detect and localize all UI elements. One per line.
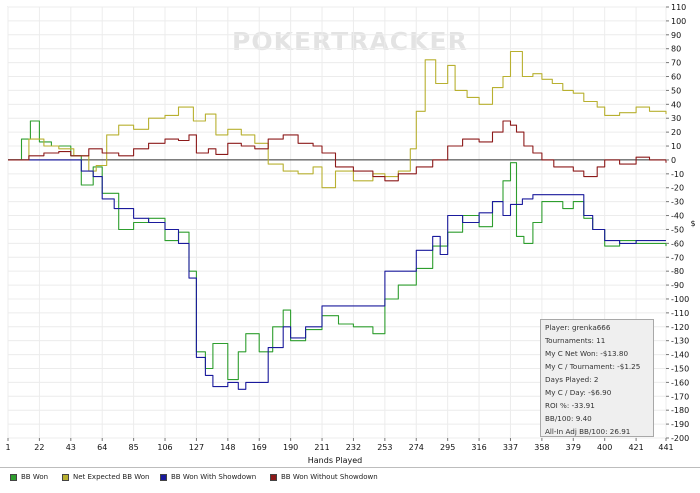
y-tick-label: -100 — [671, 295, 689, 304]
legend-swatch-with-showdown — [160, 473, 167, 481]
y-tick-label: 80 — [671, 45, 681, 54]
x-tick-label: 232 — [346, 443, 361, 452]
legend-swatch-net-expected — [62, 473, 69, 481]
y-tick-label: -90 — [671, 281, 684, 290]
y-tick-label: -60 — [671, 239, 684, 248]
y-tick-label: -20 — [671, 184, 684, 193]
legend-label-without-showdown: BB Won Without Showdown — [281, 473, 378, 481]
x-tick-label: 295 — [440, 443, 455, 452]
y-tick-label: 30 — [671, 114, 681, 123]
legend-label-net-expected: Net Expected BB Won — [73, 473, 150, 481]
y-tick-label: -140 — [671, 351, 689, 360]
x-axis-title: Hands Played — [308, 456, 362, 465]
legend-item-without-showdown[interactable]: BB Won Without Showdown — [270, 473, 378, 481]
x-tick-label: 148 — [220, 443, 235, 452]
y-tick-label: -200 — [671, 434, 689, 443]
y-tick-label: 10 — [671, 142, 681, 151]
y-tick-label: -190 — [671, 420, 689, 429]
y-tick-label: 50 — [671, 86, 681, 95]
y-tick-label: -10 — [671, 170, 684, 179]
y-tick-label: -180 — [671, 406, 689, 415]
x-tick-label: 358 — [534, 443, 549, 452]
legend-swatch-bb-won — [10, 473, 17, 481]
y-tick-label: -110 — [671, 309, 689, 318]
stat-tournaments: Tournaments: 11 — [545, 336, 606, 345]
x-tick-label: 85 — [129, 443, 139, 452]
legend-item-net-expected[interactable]: Net Expected BB Won — [62, 473, 149, 481]
y-tick-label: -120 — [671, 323, 689, 332]
x-tick-label: 43 — [66, 443, 76, 452]
y-axis-ticks: 1101009080706050403020100-10-20-30-40-50… — [666, 3, 689, 443]
stat-net-won: My C Net Won: -$13.80 — [545, 349, 629, 358]
x-tick-label: 274 — [409, 443, 424, 452]
y-tick-label: 20 — [671, 128, 681, 137]
y-tick-label: -150 — [671, 364, 689, 373]
x-tick-label: 441 — [658, 443, 673, 452]
x-axis-ticks: 1 22 43 64 85 106 127 148 169 190 211 232 253 274 295 3… — [5, 438, 674, 452]
y-tick-label: -70 — [671, 253, 684, 262]
x-tick-label: 64 — [97, 443, 107, 452]
y-axis-title: $ — [690, 219, 695, 228]
y-tick-label: 100 — [671, 17, 686, 26]
y-tick-label: -170 — [671, 392, 689, 401]
y-tick-label: 90 — [671, 31, 681, 40]
series-lines — [8, 50, 667, 390]
legend-label-with-showdown: BB Won With Showdown — [171, 473, 257, 481]
watermark-text: POKERTRACKER — [232, 27, 468, 56]
x-tick-label: 211 — [314, 443, 329, 452]
legend-item-with-showdown[interactable]: BB Won With Showdown — [160, 473, 256, 481]
legend-label-bb-won: BB Won — [21, 473, 49, 481]
x-tick-label: 1 — [5, 443, 10, 452]
y-tick-label: 40 — [671, 100, 681, 109]
chart-area: POKERTRACKER 1101009080706050403020100-1… — [5, 3, 695, 465]
legend-item-bb-won[interactable]: BB Won — [10, 473, 48, 481]
x-tick-label: 316 — [471, 443, 486, 452]
y-tick-label: -50 — [671, 225, 684, 234]
x-tick-label: 421 — [628, 443, 643, 452]
stat-allin-bb100: All-In Adj BB/100: 26.91 — [545, 427, 631, 436]
x-tick-label: 337 — [503, 443, 518, 452]
x-tick-label: 22 — [34, 443, 44, 452]
y-tick-label: -80 — [671, 267, 684, 276]
stat-per-day: My C / Day: -$6.90 — [545, 388, 612, 397]
y-tick-label: -40 — [671, 212, 684, 221]
x-tick-label: 106 — [157, 443, 172, 452]
y-tick-label: 110 — [671, 3, 686, 12]
stat-roi: ROI %: -33.91 — [545, 401, 595, 410]
x-tick-label: 127 — [189, 443, 204, 452]
y-tick-label: -160 — [671, 378, 689, 387]
x-tick-label: 253 — [377, 443, 392, 452]
stat-player: Player: grenka666 — [545, 323, 611, 332]
series-line-3 — [8, 159, 666, 390]
y-tick-label: 70 — [671, 59, 681, 68]
stats-box: Player: grenka666 Tournaments: 11 My C N… — [540, 319, 654, 437]
x-tick-label: 379 — [566, 443, 581, 452]
stat-per-tournament: My C / Tournament: -$1.25 — [545, 362, 641, 371]
y-tick-label: 0 — [671, 156, 676, 165]
x-tick-label: 400 — [597, 443, 612, 452]
y-tick-label: -30 — [671, 198, 684, 207]
chart-legend: BB Won Net Expected BB Won BB Won With S… — [0, 467, 700, 493]
stat-days-played: Days Played: 2 — [545, 375, 599, 384]
x-tick-label: 169 — [252, 443, 267, 452]
y-tick-label: 60 — [671, 73, 681, 82]
stat-bb100: BB/100: 9.40 — [545, 414, 592, 423]
series-line-4 — [8, 120, 667, 182]
y-tick-label: -130 — [671, 337, 689, 346]
x-tick-label: 190 — [283, 443, 298, 452]
legend-swatch-without-showdown — [270, 473, 277, 481]
